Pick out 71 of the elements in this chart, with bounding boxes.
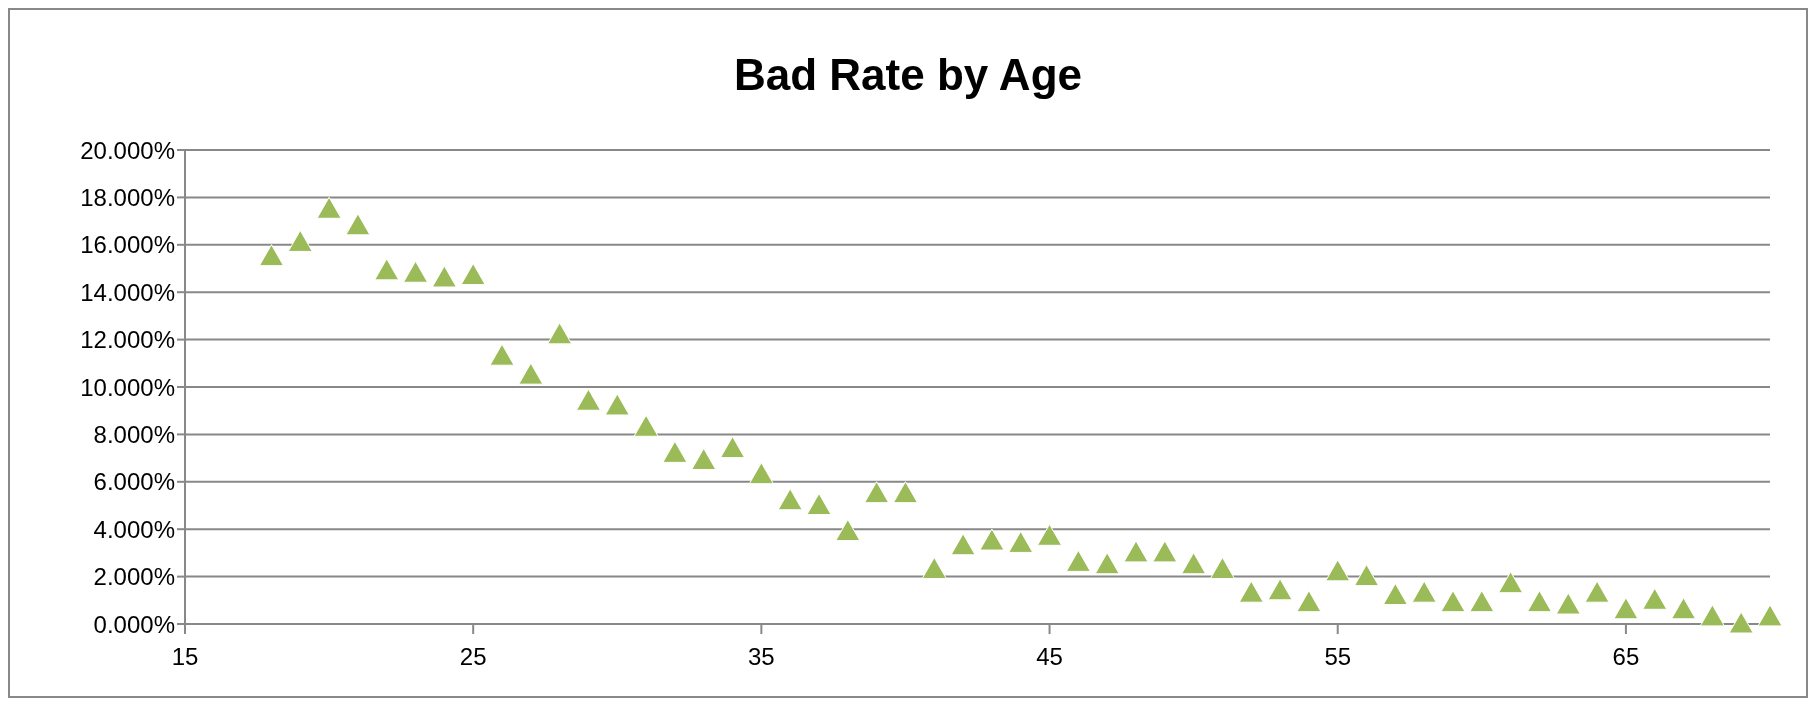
point bbox=[1584, 580, 1610, 603]
y-tick-label: 4.000% bbox=[93, 515, 175, 543]
chart-title: Bad Rate by Age bbox=[733, 50, 1083, 100]
point bbox=[892, 481, 918, 504]
x-tick-label: 15 bbox=[171, 643, 199, 671]
point bbox=[1498, 571, 1524, 594]
y-tick-label: 6.000% bbox=[93, 468, 175, 496]
point bbox=[662, 440, 688, 463]
point bbox=[1440, 590, 1466, 613]
point bbox=[1037, 523, 1063, 546]
point bbox=[979, 528, 1005, 551]
point bbox=[777, 488, 803, 511]
x-tick-label: 25 bbox=[459, 643, 487, 671]
y-tick-label: 10.000% bbox=[80, 373, 175, 401]
y-tick-label: 8.000% bbox=[93, 420, 175, 448]
y-tick-label: 14.000% bbox=[80, 278, 175, 306]
point bbox=[258, 244, 284, 267]
point bbox=[633, 414, 659, 437]
y-tick-label: 2.000% bbox=[93, 563, 175, 591]
point bbox=[1728, 611, 1754, 634]
y-tick-label: 16.000% bbox=[80, 231, 175, 259]
point bbox=[316, 196, 342, 219]
point bbox=[1671, 597, 1697, 620]
point bbox=[604, 393, 630, 416]
point bbox=[950, 533, 976, 556]
point bbox=[547, 322, 573, 345]
point bbox=[1267, 578, 1293, 601]
point bbox=[575, 388, 601, 411]
point bbox=[1354, 564, 1380, 587]
point bbox=[1699, 604, 1725, 627]
point bbox=[1296, 590, 1322, 613]
point bbox=[287, 229, 313, 252]
point bbox=[1181, 552, 1207, 575]
point bbox=[921, 556, 947, 579]
point bbox=[1094, 552, 1120, 575]
point bbox=[345, 213, 371, 236]
point bbox=[489, 343, 515, 366]
y-tick-label: 12.000% bbox=[80, 326, 175, 354]
point bbox=[748, 462, 774, 485]
point bbox=[806, 493, 832, 515]
point bbox=[1008, 530, 1034, 553]
point bbox=[1152, 540, 1178, 563]
point bbox=[1325, 559, 1351, 582]
x-tick-label: 35 bbox=[748, 643, 775, 671]
point bbox=[1123, 540, 1149, 563]
point bbox=[403, 260, 429, 283]
point bbox=[1757, 604, 1783, 627]
y-tick-label: 20.000% bbox=[80, 136, 175, 164]
y-tick-label: 18.000% bbox=[80, 183, 175, 211]
point bbox=[1065, 549, 1091, 572]
point bbox=[374, 258, 400, 281]
point bbox=[835, 519, 861, 542]
point bbox=[691, 447, 717, 470]
x-tick-label: 45 bbox=[1036, 643, 1063, 671]
point bbox=[720, 436, 746, 459]
x-tick-label: 65 bbox=[1612, 643, 1640, 671]
y-tick-label: 0.000% bbox=[93, 610, 175, 638]
point bbox=[431, 265, 457, 288]
point bbox=[460, 263, 486, 286]
point bbox=[1469, 590, 1495, 613]
point bbox=[864, 481, 890, 504]
point bbox=[1209, 556, 1235, 579]
point bbox=[1526, 590, 1552, 613]
point bbox=[1642, 587, 1668, 610]
point bbox=[1613, 597, 1639, 620]
x-tick-label: 55 bbox=[1324, 643, 1352, 671]
point bbox=[1238, 580, 1264, 603]
point bbox=[1382, 583, 1408, 606]
point bbox=[1411, 580, 1437, 603]
point bbox=[518, 362, 544, 385]
point bbox=[1555, 592, 1581, 615]
